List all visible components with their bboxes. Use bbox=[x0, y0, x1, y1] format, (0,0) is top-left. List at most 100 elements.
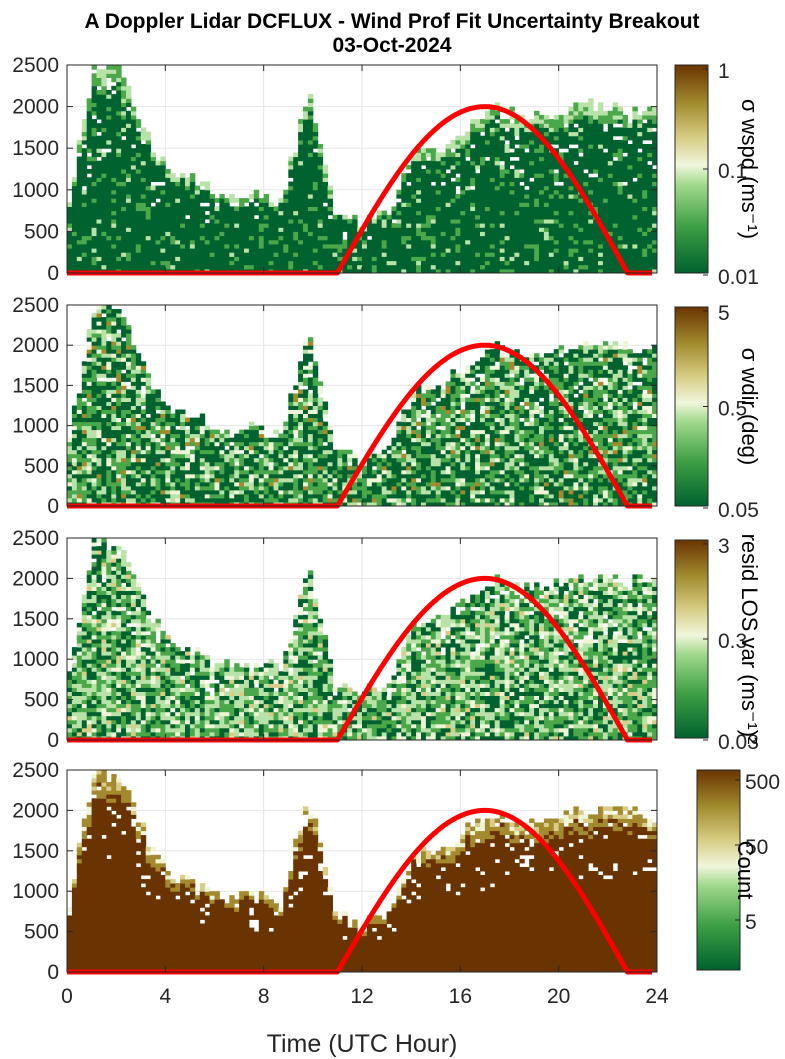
heatmap-cell bbox=[91, 485, 97, 491]
heatmap-cell bbox=[548, 169, 555, 174]
heatmap-cell bbox=[67, 465, 73, 471]
heatmap-cell bbox=[578, 243, 584, 249]
heatmap-cell bbox=[480, 181, 486, 187]
heatmap-cell bbox=[130, 194, 137, 199]
heatmap-cell bbox=[165, 405, 171, 410]
heatmap-cell bbox=[126, 94, 132, 99]
heatmap-cell bbox=[91, 127, 97, 133]
heatmap-cell bbox=[440, 160, 447, 166]
heatmap-cell bbox=[303, 210, 309, 216]
heatmap-cell bbox=[622, 218, 628, 224]
heatmap-cell bbox=[465, 227, 471, 232]
heatmap-cell bbox=[578, 264, 584, 270]
heatmap-cell bbox=[106, 114, 112, 120]
heatmap-cell bbox=[81, 139, 88, 145]
heatmap-cell bbox=[303, 413, 309, 418]
heatmap-cell bbox=[568, 131, 574, 137]
heatmap-cell bbox=[602, 223, 609, 228]
heatmap-cell bbox=[558, 164, 565, 170]
heatmap-cell bbox=[209, 461, 215, 467]
heatmap-cell bbox=[145, 223, 152, 228]
heatmap-cell bbox=[514, 218, 520, 224]
heatmap-cell bbox=[489, 169, 496, 174]
heatmap-cell bbox=[347, 239, 353, 245]
heatmap-cell bbox=[568, 268, 574, 274]
heatmap-cell bbox=[130, 469, 137, 475]
heatmap-cell bbox=[401, 177, 407, 182]
heatmap-cell bbox=[529, 139, 535, 145]
heatmap-cell bbox=[234, 214, 240, 220]
heatmap-cell bbox=[455, 235, 461, 241]
heatmap-cell bbox=[322, 239, 329, 245]
heatmap-cell bbox=[568, 202, 574, 207]
heatmap-cell bbox=[647, 173, 653, 178]
heatmap-cell bbox=[199, 227, 206, 232]
heatmap-cell bbox=[450, 144, 456, 149]
heatmap-cell bbox=[307, 185, 314, 191]
heatmap-cell bbox=[307, 264, 314, 270]
heatmap-cell bbox=[494, 148, 501, 153]
heatmap-cell bbox=[101, 77, 107, 83]
heatmap-cell bbox=[116, 441, 122, 447]
heatmap-cell bbox=[303, 264, 309, 270]
heatmap-cell bbox=[514, 139, 520, 145]
heatmap-cell bbox=[135, 445, 142, 451]
heatmap-cell bbox=[386, 235, 392, 241]
heatmap-cell bbox=[376, 268, 383, 274]
heatmap-cell bbox=[214, 465, 220, 471]
heatmap-cell bbox=[126, 144, 132, 149]
heatmap-cell bbox=[224, 256, 230, 262]
heatmap-cell bbox=[96, 164, 102, 170]
heatmap-cell bbox=[558, 218, 565, 224]
heatmap-cell bbox=[91, 98, 97, 103]
heatmap-cell bbox=[155, 177, 161, 182]
heatmap-cell bbox=[583, 235, 589, 241]
heatmap-cell bbox=[484, 152, 491, 158]
heatmap-cell bbox=[101, 485, 107, 491]
heatmap-cell bbox=[425, 252, 432, 257]
heatmap-cell bbox=[573, 156, 579, 162]
heatmap-cell bbox=[307, 489, 314, 495]
heatmap-cell bbox=[209, 441, 215, 447]
heatmap-cell bbox=[96, 317, 102, 322]
heatmap-cell bbox=[67, 218, 73, 224]
heatmap-cell bbox=[593, 189, 599, 195]
heatmap-cell bbox=[612, 152, 619, 158]
heatmap-cell bbox=[116, 148, 122, 153]
heatmap-cell bbox=[425, 248, 432, 253]
heatmap-cell bbox=[106, 381, 112, 386]
heatmap-cell bbox=[337, 243, 343, 249]
heatmap-cell bbox=[612, 177, 619, 182]
heatmap-cell bbox=[494, 127, 501, 133]
heatmap-cell bbox=[593, 152, 599, 158]
heatmap-cell bbox=[101, 409, 107, 414]
heatmap-cell bbox=[524, 235, 530, 241]
heatmap-cell bbox=[548, 156, 555, 162]
heatmap-cell bbox=[111, 441, 117, 447]
heatmap-cell bbox=[283, 485, 289, 491]
heatmap-cell bbox=[421, 169, 427, 174]
heatmap-cell bbox=[539, 148, 545, 153]
heatmap-cell bbox=[298, 139, 304, 145]
heatmap-cell bbox=[288, 413, 294, 418]
heatmap-cell bbox=[509, 198, 515, 203]
heatmap-cell bbox=[455, 194, 461, 199]
heatmap-cell bbox=[101, 321, 107, 326]
heatmap-cell bbox=[494, 252, 501, 257]
heatmap-cell bbox=[489, 243, 496, 249]
heatmap-cell bbox=[362, 256, 368, 262]
heatmap-cell bbox=[180, 477, 186, 483]
heatmap-cell bbox=[480, 169, 486, 174]
heatmap-cell bbox=[303, 373, 309, 378]
heatmap-cell bbox=[430, 169, 437, 174]
heatmap-cell bbox=[214, 223, 220, 228]
heatmap-cell bbox=[509, 194, 515, 199]
heatmap-cell bbox=[293, 417, 299, 423]
heatmap-cell bbox=[568, 114, 574, 120]
heatmap-cell bbox=[101, 373, 107, 378]
heatmap-cell bbox=[116, 164, 122, 170]
heatmap-cell bbox=[303, 248, 309, 253]
heatmap-cell bbox=[209, 433, 215, 439]
heatmap-cell bbox=[204, 181, 211, 187]
heatmap-cell bbox=[607, 139, 614, 145]
